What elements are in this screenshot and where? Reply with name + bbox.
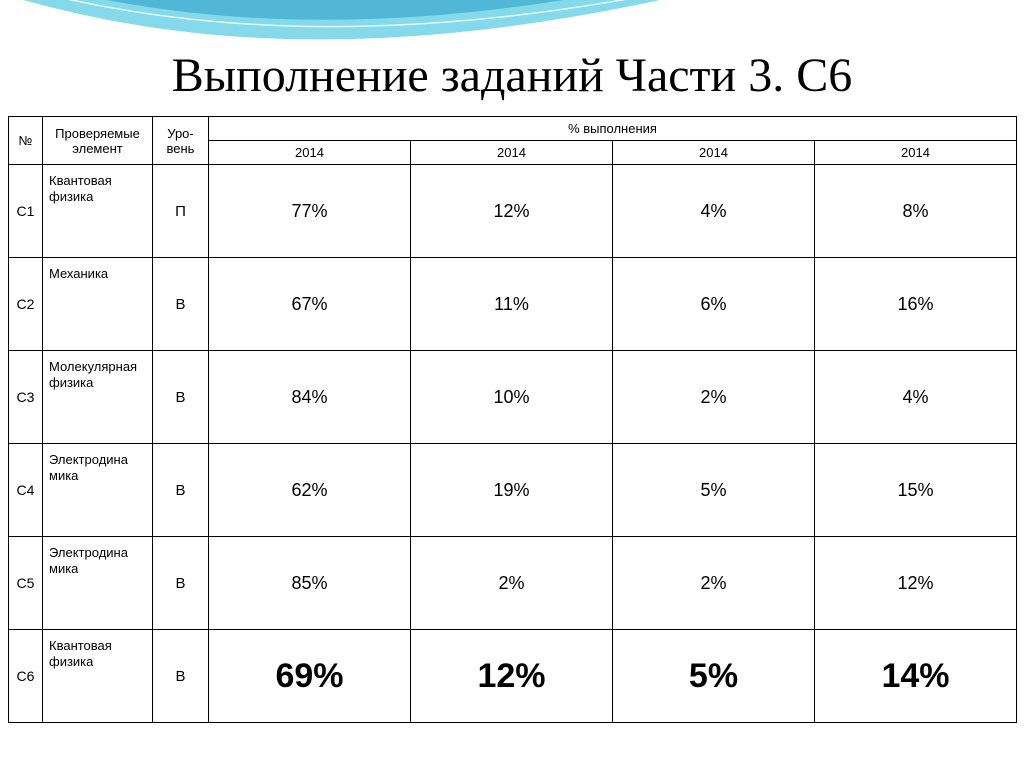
cell-level: В bbox=[153, 537, 209, 630]
cell-level: В bbox=[153, 351, 209, 444]
cell-value: 85% bbox=[209, 537, 411, 630]
cell-value: 5% bbox=[613, 630, 815, 723]
cell-element: Квантовая физика bbox=[43, 165, 153, 258]
header-level: Уро-вень bbox=[153, 117, 209, 165]
header-percent-group: % выполнения bbox=[209, 117, 1017, 141]
cell-value: 10% bbox=[411, 351, 613, 444]
table-row: С1 Квантовая физика П 77% 12% 4% 8% bbox=[9, 165, 1017, 258]
cell-element: Квантовая физика bbox=[43, 630, 153, 723]
cell-num: С1 bbox=[9, 165, 43, 258]
table-row-highlight: С6 Квантовая физика В 69% 12% 5% 14% bbox=[9, 630, 1017, 723]
cell-level: В bbox=[153, 444, 209, 537]
cell-element: Электродина мика bbox=[43, 444, 153, 537]
slide-title: Выполнение заданий Части 3. С6 bbox=[0, 48, 1024, 103]
cell-num: С4 bbox=[9, 444, 43, 537]
cell-value: 14% bbox=[815, 630, 1017, 723]
results-table-container: № Проверяемые элемент Уро-вень % выполне… bbox=[8, 116, 1016, 723]
table-body: С1 Квантовая физика П 77% 12% 4% 8% С2 М… bbox=[9, 165, 1017, 723]
cell-num: С2 bbox=[9, 258, 43, 351]
header-year-3: 2014 bbox=[613, 141, 815, 165]
cell-value: 2% bbox=[411, 537, 613, 630]
cell-num: С6 bbox=[9, 630, 43, 723]
cell-value: 69% bbox=[209, 630, 411, 723]
cell-value: 67% bbox=[209, 258, 411, 351]
cell-value: 77% bbox=[209, 165, 411, 258]
header-year-2: 2014 bbox=[411, 141, 613, 165]
cell-level: П bbox=[153, 165, 209, 258]
cell-value: 4% bbox=[815, 351, 1017, 444]
cell-value: 2% bbox=[613, 537, 815, 630]
cell-value: 16% bbox=[815, 258, 1017, 351]
table-row: С3 Молекулярная физика В 84% 10% 2% 4% bbox=[9, 351, 1017, 444]
header-number: № bbox=[9, 117, 43, 165]
cell-value: 4% bbox=[613, 165, 815, 258]
cell-element: Механика bbox=[43, 258, 153, 351]
cell-value: 15% bbox=[815, 444, 1017, 537]
header-element: Проверяемые элемент bbox=[43, 117, 153, 165]
header-year-4: 2014 bbox=[815, 141, 1017, 165]
cell-value: 8% bbox=[815, 165, 1017, 258]
cell-value: 2% bbox=[613, 351, 815, 444]
cell-value: 6% bbox=[613, 258, 815, 351]
cell-value: 12% bbox=[411, 165, 613, 258]
cell-element: Электродина мика bbox=[43, 537, 153, 630]
cell-num: С3 bbox=[9, 351, 43, 444]
cell-value: 12% bbox=[411, 630, 613, 723]
table-row: С4 Электродина мика В 62% 19% 5% 15% bbox=[9, 444, 1017, 537]
cell-element: Молекулярная физика bbox=[43, 351, 153, 444]
cell-value: 5% bbox=[613, 444, 815, 537]
cell-value: 12% bbox=[815, 537, 1017, 630]
cell-value: 19% bbox=[411, 444, 613, 537]
results-table: № Проверяемые элемент Уро-вень % выполне… bbox=[8, 116, 1017, 723]
cell-value: 84% bbox=[209, 351, 411, 444]
header-year-1: 2014 bbox=[209, 141, 411, 165]
table-row: С2 Механика В 67% 11% 6% 16% bbox=[9, 258, 1017, 351]
cell-level: В bbox=[153, 630, 209, 723]
cell-value: 11% bbox=[411, 258, 613, 351]
cell-value: 62% bbox=[209, 444, 411, 537]
cell-level: В bbox=[153, 258, 209, 351]
cell-num: С5 bbox=[9, 537, 43, 630]
table-row: С5 Электродина мика В 85% 2% 2% 12% bbox=[9, 537, 1017, 630]
